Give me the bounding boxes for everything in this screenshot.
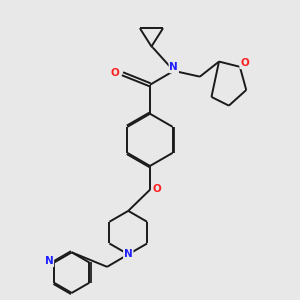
Text: O: O <box>111 68 120 78</box>
Text: O: O <box>152 184 161 194</box>
Text: N: N <box>124 249 133 260</box>
Text: N: N <box>169 62 178 72</box>
Text: N: N <box>45 256 53 266</box>
Text: O: O <box>240 58 249 68</box>
